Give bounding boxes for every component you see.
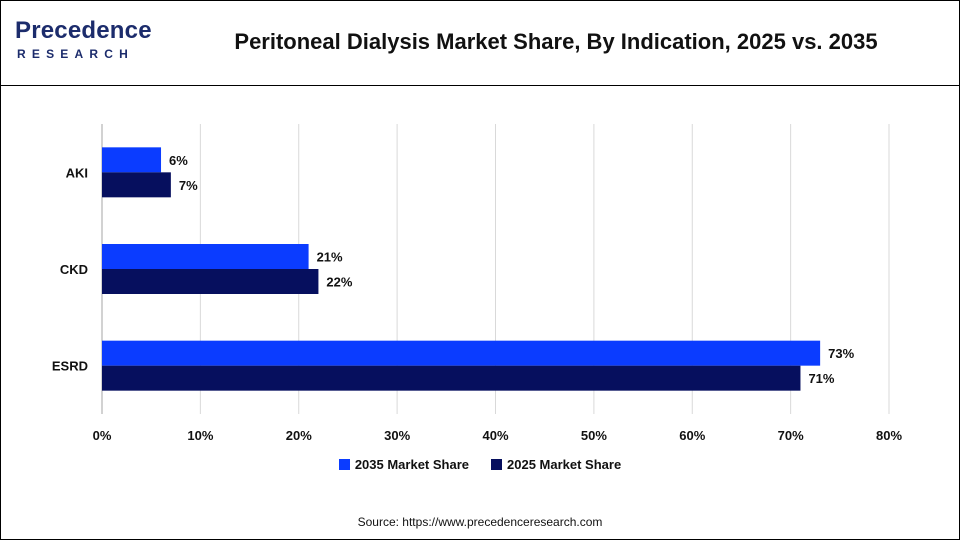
legend-label-2035: 2035 Market Share: [354, 457, 469, 472]
chart-title: Peritoneal Dialysis Market Share, By Ind…: [234, 29, 878, 54]
x-tick-label-10: 10%: [187, 428, 213, 443]
bar-esrd-2035: [102, 340, 821, 366]
precedence-research-logo: Precedence RESEARCH: [15, 17, 165, 69]
legend-swatch-2035: [338, 459, 350, 470]
x-tick-label-80: 80%: [876, 428, 902, 443]
logo-wordmark-bottom: RESEARCH: [17, 47, 134, 61]
value-label-esrd-2025: 71%: [808, 371, 834, 386]
legend-item-2035: 2035 Market Share: [338, 457, 469, 472]
category-label-ckd: CKD: [60, 262, 88, 277]
value-label-esrd-2035: 73%: [828, 346, 854, 361]
bar-ckd-2035: [102, 244, 309, 269]
x-tick-label-50: 50%: [581, 428, 607, 443]
bar-aki-2035: [102, 147, 162, 173]
value-label-ckd-2035: 21%: [317, 250, 343, 265]
bar-aki-2025: [102, 172, 171, 198]
x-tick-label-40: 40%: [482, 428, 508, 443]
source-note: Source: https://www.precedenceresearch.c…: [357, 515, 603, 529]
category-label-aki: AKI: [66, 165, 88, 180]
value-label-aki-2025: 7%: [179, 178, 198, 193]
value-label-ckd-2025: 22%: [326, 275, 352, 290]
x-tick-label-20: 20%: [286, 428, 312, 443]
category-label-esrd: ESRD: [52, 359, 88, 374]
value-label-aki-2035: 6%: [169, 153, 188, 168]
header: Precedence RESEARCH Peritoneal Dialysis …: [1, 1, 959, 86]
x-tick-label-30: 30%: [384, 428, 410, 443]
bar-esrd-2025: [102, 365, 801, 391]
x-tick-label-60: 60%: [679, 428, 705, 443]
x-tick-label-0: 0%: [93, 428, 112, 443]
legend-swatch-2025: [491, 459, 502, 470]
logo-wordmark-top: Precedence: [15, 17, 152, 44]
x-tick-label-70: 70%: [778, 428, 804, 443]
bar-ckd-2025: [102, 269, 319, 294]
chart-legend: 2035 Market Share 2025 Market Share: [1, 457, 959, 472]
bar-chart: 0% 10% 20% 30% 40% 50% 60% 70% 80% AKI 6% 7% CKD 21% 2…: [52, 124, 902, 443]
legend-item-2025: 2025 Market Share: [491, 457, 621, 472]
legend-label-2025: 2025 Market Share: [507, 457, 622, 472]
